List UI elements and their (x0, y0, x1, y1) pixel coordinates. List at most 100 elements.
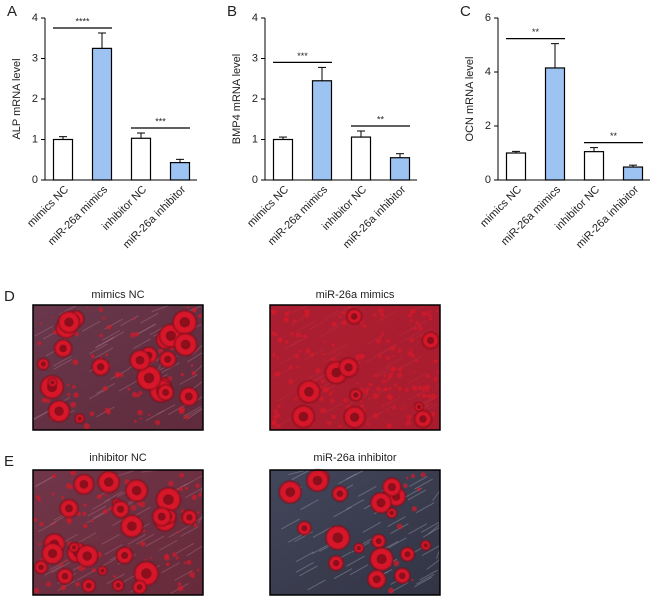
stain-speck (98, 494, 102, 498)
stain-speck (70, 401, 77, 408)
micrograph-frame (269, 304, 441, 431)
nodule-core (65, 504, 73, 513)
stain-speck (341, 310, 346, 315)
significance-label: **** (75, 16, 90, 26)
nodule-core (285, 487, 296, 497)
cell-streak (91, 499, 111, 510)
stain-speck (38, 542, 42, 546)
nodule-core (336, 490, 344, 498)
stain-speck (105, 353, 109, 357)
stain-speck (273, 409, 279, 414)
cell-streak (132, 506, 151, 518)
nodule-core (40, 361, 46, 367)
stain-speck (90, 354, 95, 359)
stain-speck (435, 310, 439, 313)
cell-streak (161, 362, 180, 374)
stain-speck (375, 338, 382, 344)
stain-speck (190, 363, 194, 367)
stain-speck (168, 480, 174, 487)
y-tick-label: 1 (32, 133, 38, 145)
nodule-core (389, 510, 394, 516)
cell-streak (101, 330, 121, 341)
stain-speck (139, 417, 142, 420)
stain-speck (366, 422, 370, 426)
stain-speck (405, 476, 409, 480)
stain-speck (139, 501, 146, 508)
nodule-core (136, 584, 143, 591)
stain-speck (113, 575, 117, 578)
stain-speck (309, 352, 315, 357)
stain-speck (114, 373, 120, 379)
cell-streak (77, 532, 97, 544)
nodule-core (180, 339, 191, 350)
stain-speck (385, 356, 390, 360)
stain-speck (134, 420, 137, 423)
cell-streak (311, 543, 331, 555)
stain-speck (397, 386, 403, 392)
nodule-core (332, 532, 344, 543)
y-tick-label: 3 (32, 52, 38, 64)
nodule-core (387, 483, 396, 492)
stain-speck (83, 503, 87, 507)
stain-speck (319, 396, 324, 402)
cell-streak (120, 315, 139, 327)
stain-speck (426, 394, 431, 399)
bar (52, 138, 74, 181)
stain-speck (426, 312, 430, 316)
cell-streak (180, 525, 199, 537)
cell-streak (346, 555, 365, 567)
stain-speck (417, 487, 421, 492)
stain-speck (172, 552, 177, 558)
y-axis-label: OCN mRNA level (464, 57, 476, 142)
cell-streak (358, 485, 377, 497)
cell-streak (299, 565, 318, 577)
stain-speck (407, 350, 414, 357)
stain-speck (424, 384, 431, 390)
nodule-core (356, 545, 362, 551)
nodule-core (127, 521, 137, 532)
nodule-core (38, 564, 44, 571)
stain-speck (383, 387, 388, 392)
nodule-core (375, 538, 382, 545)
stain-speck (180, 372, 184, 377)
stain-speck (191, 371, 196, 376)
stain-speck (177, 585, 184, 592)
stain-speck (53, 522, 56, 525)
nodule-core (165, 330, 176, 341)
stain-speck (37, 498, 41, 502)
micrograph (269, 304, 441, 431)
stain-speck (154, 420, 161, 426)
stain-speck (433, 376, 438, 382)
stain-speck (429, 317, 433, 321)
stain-speck (331, 357, 336, 362)
stain-speck (374, 397, 377, 400)
nodule-core (416, 404, 422, 409)
stain-speck (133, 318, 136, 321)
stain-speck (196, 511, 200, 514)
nodule-core (304, 386, 314, 397)
stain-speck (412, 371, 415, 374)
cell-streak (137, 323, 157, 335)
stain-speck (390, 366, 395, 371)
stain-speck (183, 561, 187, 565)
stain-speck (75, 582, 80, 587)
stain-speck (359, 399, 363, 403)
nodule-core (376, 554, 387, 565)
stain-speck (397, 348, 402, 353)
cell-streak (427, 523, 441, 535)
stain-speck (272, 353, 276, 357)
panel-label: C (460, 3, 471, 20)
stain-speck (177, 582, 182, 586)
stain-speck (304, 311, 308, 316)
stain-speck (389, 345, 396, 351)
micrograph (32, 469, 204, 596)
cell-streak (295, 562, 315, 573)
stain-speck (127, 387, 131, 391)
nodule-core (71, 545, 77, 550)
stain-speck (406, 414, 412, 420)
cell-streak (388, 537, 407, 549)
stain-speck (400, 407, 403, 410)
cell-streak (422, 526, 441, 538)
cell-streak (34, 476, 54, 488)
cell-streak (186, 545, 204, 557)
